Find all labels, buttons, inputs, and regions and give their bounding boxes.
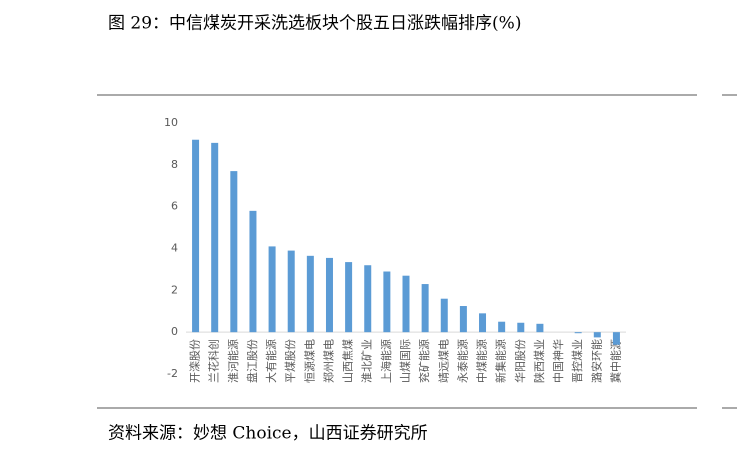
x-tick-label: 大有能源: [264, 339, 278, 383]
x-tick-label: 兰花科创: [207, 339, 221, 383]
y-tick-label: -2: [167, 367, 178, 380]
y-tick-label: 0: [171, 325, 178, 338]
x-tick-label: 潞安环能: [589, 339, 603, 383]
bar: [459, 306, 467, 333]
bar: [211, 142, 219, 333]
bar: [230, 171, 238, 333]
bar: [268, 246, 276, 333]
y-tick-label: 2: [171, 283, 178, 296]
bar: [612, 332, 620, 345]
x-tick-label: 淮北矿业: [361, 339, 374, 383]
x-tick-label: 山西焦煤: [342, 339, 355, 383]
x-tick-label: 中国神华: [551, 339, 565, 383]
bar: [192, 139, 200, 333]
x-tick-label: 开滦股份: [188, 339, 202, 383]
x-tick-label: 永泰能源: [455, 339, 469, 383]
x-tick-label: 恒源煤电: [302, 339, 316, 383]
bar: [249, 210, 257, 333]
bar: [325, 257, 333, 333]
y-tick-label: 4: [171, 242, 178, 255]
x-tick-label: 新集能源: [494, 339, 508, 383]
bar: [536, 323, 544, 333]
x-tick-label: 中煤能源: [475, 339, 489, 383]
bar: [479, 313, 487, 333]
figure-title: 图 29：中信煤炭开采洗选板块个股五日涨跌幅排序(%): [108, 14, 521, 34]
bar: [421, 284, 429, 333]
x-tick-label: 陕西煤业: [532, 339, 546, 383]
x-tick-label: 华阳股份: [513, 339, 527, 383]
source-note: 资料来源：妙想 Choice，山西证券研究所: [108, 424, 428, 444]
x-tick-label: 郑州煤电: [321, 339, 335, 383]
y-tick-label: 6: [171, 200, 178, 213]
x-tick-label: 冀中能源: [608, 339, 622, 383]
x-tick-label: 兖矿能源: [417, 339, 431, 383]
x-tick-label: 淮河能源: [226, 339, 240, 383]
bar: [345, 262, 353, 333]
x-tick-label: 山煤国际: [399, 339, 412, 383]
y-tick-label: 10: [164, 116, 178, 129]
bar: [306, 255, 314, 333]
bar: [517, 322, 525, 333]
bar: [287, 250, 295, 333]
bar: [364, 265, 372, 333]
bar: [440, 298, 448, 333]
bar: [402, 275, 410, 333]
x-tick-label: 盘江股份: [245, 339, 259, 383]
bar: [593, 332, 601, 338]
x-tick-label: 晋控煤业: [570, 339, 584, 383]
y-tick-label: 8: [171, 158, 178, 171]
bar: [574, 332, 582, 334]
bar: [383, 271, 391, 333]
x-tick-label: 靖远煤电: [437, 339, 450, 383]
bar: [498, 321, 506, 333]
x-tick-label: 平煤股份: [284, 339, 297, 383]
x-tick-label: 上海能源: [379, 339, 393, 383]
